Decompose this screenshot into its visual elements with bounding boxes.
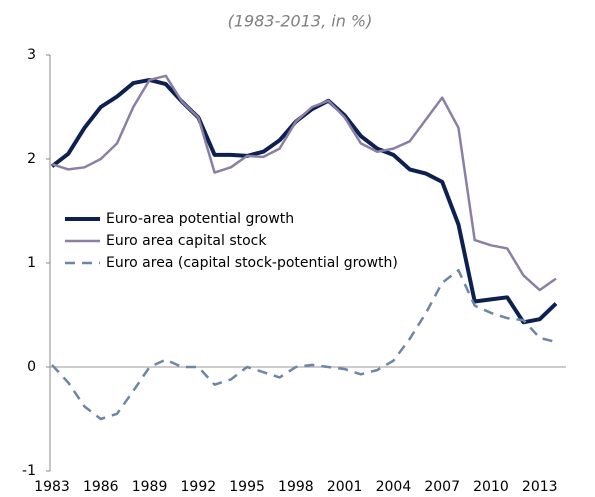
x-tick-label: 2013 xyxy=(522,479,558,495)
series-line xyxy=(51,74,557,292)
legend-label: Euro area (capital stock-potential growt… xyxy=(106,255,398,271)
x-tick-label: 1983 xyxy=(34,479,70,495)
chart-subtitle: (1983-2013, in %) xyxy=(228,12,373,31)
x-tick-label: 1992 xyxy=(181,479,217,495)
series-line xyxy=(50,77,558,325)
y-tick-label: 3 xyxy=(27,47,36,63)
y-tick-label: 1 xyxy=(27,255,36,271)
x-tick-label: 2001 xyxy=(327,479,363,495)
x-tick-label: 1995 xyxy=(229,479,265,495)
legend-label: Euro-area potential growth xyxy=(106,211,294,227)
y-tick-label: -1 xyxy=(22,463,36,479)
legend-label: Euro area capital stock xyxy=(106,233,267,249)
x-tick-label: 1989 xyxy=(132,479,168,495)
x-tick-label: 1998 xyxy=(278,479,314,495)
y-tick-label: 2 xyxy=(27,151,36,167)
series-line xyxy=(51,269,557,421)
x-tick-label: 2007 xyxy=(424,479,460,495)
y-tick-label: 0 xyxy=(27,359,36,375)
x-tick-label: 2004 xyxy=(376,479,412,495)
x-tick-label: 2010 xyxy=(473,479,509,495)
x-tick-label: 1986 xyxy=(83,479,119,495)
